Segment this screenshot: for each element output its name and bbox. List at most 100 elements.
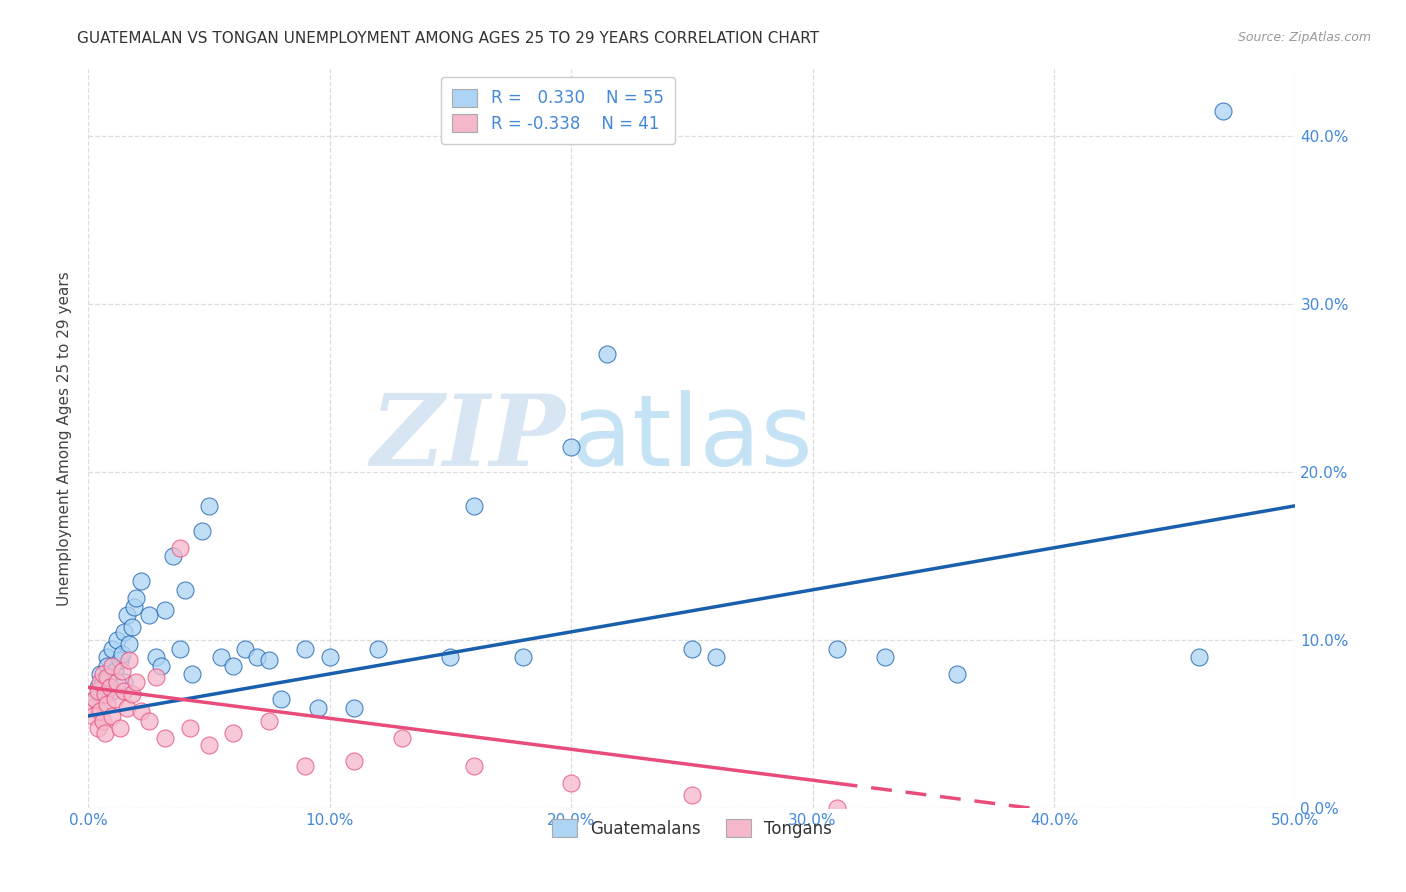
Point xyxy=(118,637,141,651)
Point xyxy=(704,650,727,665)
Point xyxy=(294,641,316,656)
Point xyxy=(87,683,110,698)
Point xyxy=(257,714,280,728)
Point xyxy=(233,641,256,656)
Point xyxy=(222,658,245,673)
Point xyxy=(89,667,111,681)
Point xyxy=(155,731,177,745)
Point xyxy=(125,675,148,690)
Point xyxy=(112,683,135,698)
Text: ZIP: ZIP xyxy=(370,390,565,487)
Point xyxy=(560,440,582,454)
Point xyxy=(169,541,191,555)
Point xyxy=(463,759,485,773)
Y-axis label: Unemployment Among Ages 25 to 29 years: Unemployment Among Ages 25 to 29 years xyxy=(58,271,72,606)
Point xyxy=(198,499,221,513)
Point xyxy=(98,670,121,684)
Point xyxy=(105,675,128,690)
Point xyxy=(198,738,221,752)
Point xyxy=(181,667,204,681)
Point xyxy=(101,683,124,698)
Point xyxy=(82,709,104,723)
Point xyxy=(91,714,114,728)
Point xyxy=(91,667,114,681)
Point xyxy=(94,687,117,701)
Point xyxy=(145,670,167,684)
Point xyxy=(96,670,118,684)
Point xyxy=(96,697,118,711)
Point xyxy=(96,650,118,665)
Point xyxy=(111,647,134,661)
Point xyxy=(104,692,127,706)
Point xyxy=(149,658,172,673)
Point xyxy=(1212,103,1234,118)
Point xyxy=(294,759,316,773)
Point xyxy=(169,641,191,656)
Point xyxy=(115,700,138,714)
Point xyxy=(94,687,117,701)
Point xyxy=(391,731,413,745)
Point xyxy=(512,650,534,665)
Point xyxy=(138,714,160,728)
Point xyxy=(681,788,703,802)
Point xyxy=(318,650,340,665)
Point xyxy=(138,608,160,623)
Point xyxy=(112,624,135,639)
Point xyxy=(79,700,101,714)
Point xyxy=(343,755,366,769)
Point xyxy=(115,608,138,623)
Point xyxy=(162,549,184,564)
Point xyxy=(118,653,141,667)
Point xyxy=(179,721,201,735)
Point xyxy=(145,650,167,665)
Point xyxy=(307,700,329,714)
Point xyxy=(108,653,131,667)
Legend: Guatemalans, Tongans: Guatemalans, Tongans xyxy=(546,813,838,845)
Point xyxy=(463,499,485,513)
Point xyxy=(681,641,703,656)
Point xyxy=(825,641,848,656)
Point xyxy=(84,692,107,706)
Point xyxy=(89,675,111,690)
Point xyxy=(98,681,121,695)
Point xyxy=(946,667,969,681)
Point xyxy=(89,704,111,718)
Point xyxy=(104,664,127,678)
Point xyxy=(560,776,582,790)
Point xyxy=(101,658,124,673)
Point xyxy=(596,347,619,361)
Point xyxy=(129,704,152,718)
Point xyxy=(94,725,117,739)
Text: GUATEMALAN VS TONGAN UNEMPLOYMENT AMONG AGES 25 TO 29 YEARS CORRELATION CHART: GUATEMALAN VS TONGAN UNEMPLOYMENT AMONG … xyxy=(77,31,820,46)
Point xyxy=(209,650,232,665)
Point xyxy=(190,524,212,538)
Point xyxy=(87,721,110,735)
Point xyxy=(96,658,118,673)
Point xyxy=(111,664,134,678)
Point xyxy=(108,721,131,735)
Point xyxy=(121,687,143,701)
Point xyxy=(1188,650,1211,665)
Point xyxy=(367,641,389,656)
Point xyxy=(84,692,107,706)
Point xyxy=(222,725,245,739)
Point xyxy=(101,641,124,656)
Point xyxy=(155,603,177,617)
Point xyxy=(246,650,269,665)
Point xyxy=(270,692,292,706)
Point xyxy=(825,801,848,815)
Point xyxy=(121,620,143,634)
Point xyxy=(101,709,124,723)
Point xyxy=(439,650,461,665)
Point xyxy=(105,633,128,648)
Point xyxy=(257,653,280,667)
Point xyxy=(129,574,152,589)
Point xyxy=(87,681,110,695)
Point xyxy=(173,582,195,597)
Point xyxy=(91,675,114,690)
Point xyxy=(125,591,148,606)
Point xyxy=(112,675,135,690)
Text: Source: ZipAtlas.com: Source: ZipAtlas.com xyxy=(1237,31,1371,45)
Point xyxy=(122,599,145,614)
Text: atlas: atlas xyxy=(571,390,813,487)
